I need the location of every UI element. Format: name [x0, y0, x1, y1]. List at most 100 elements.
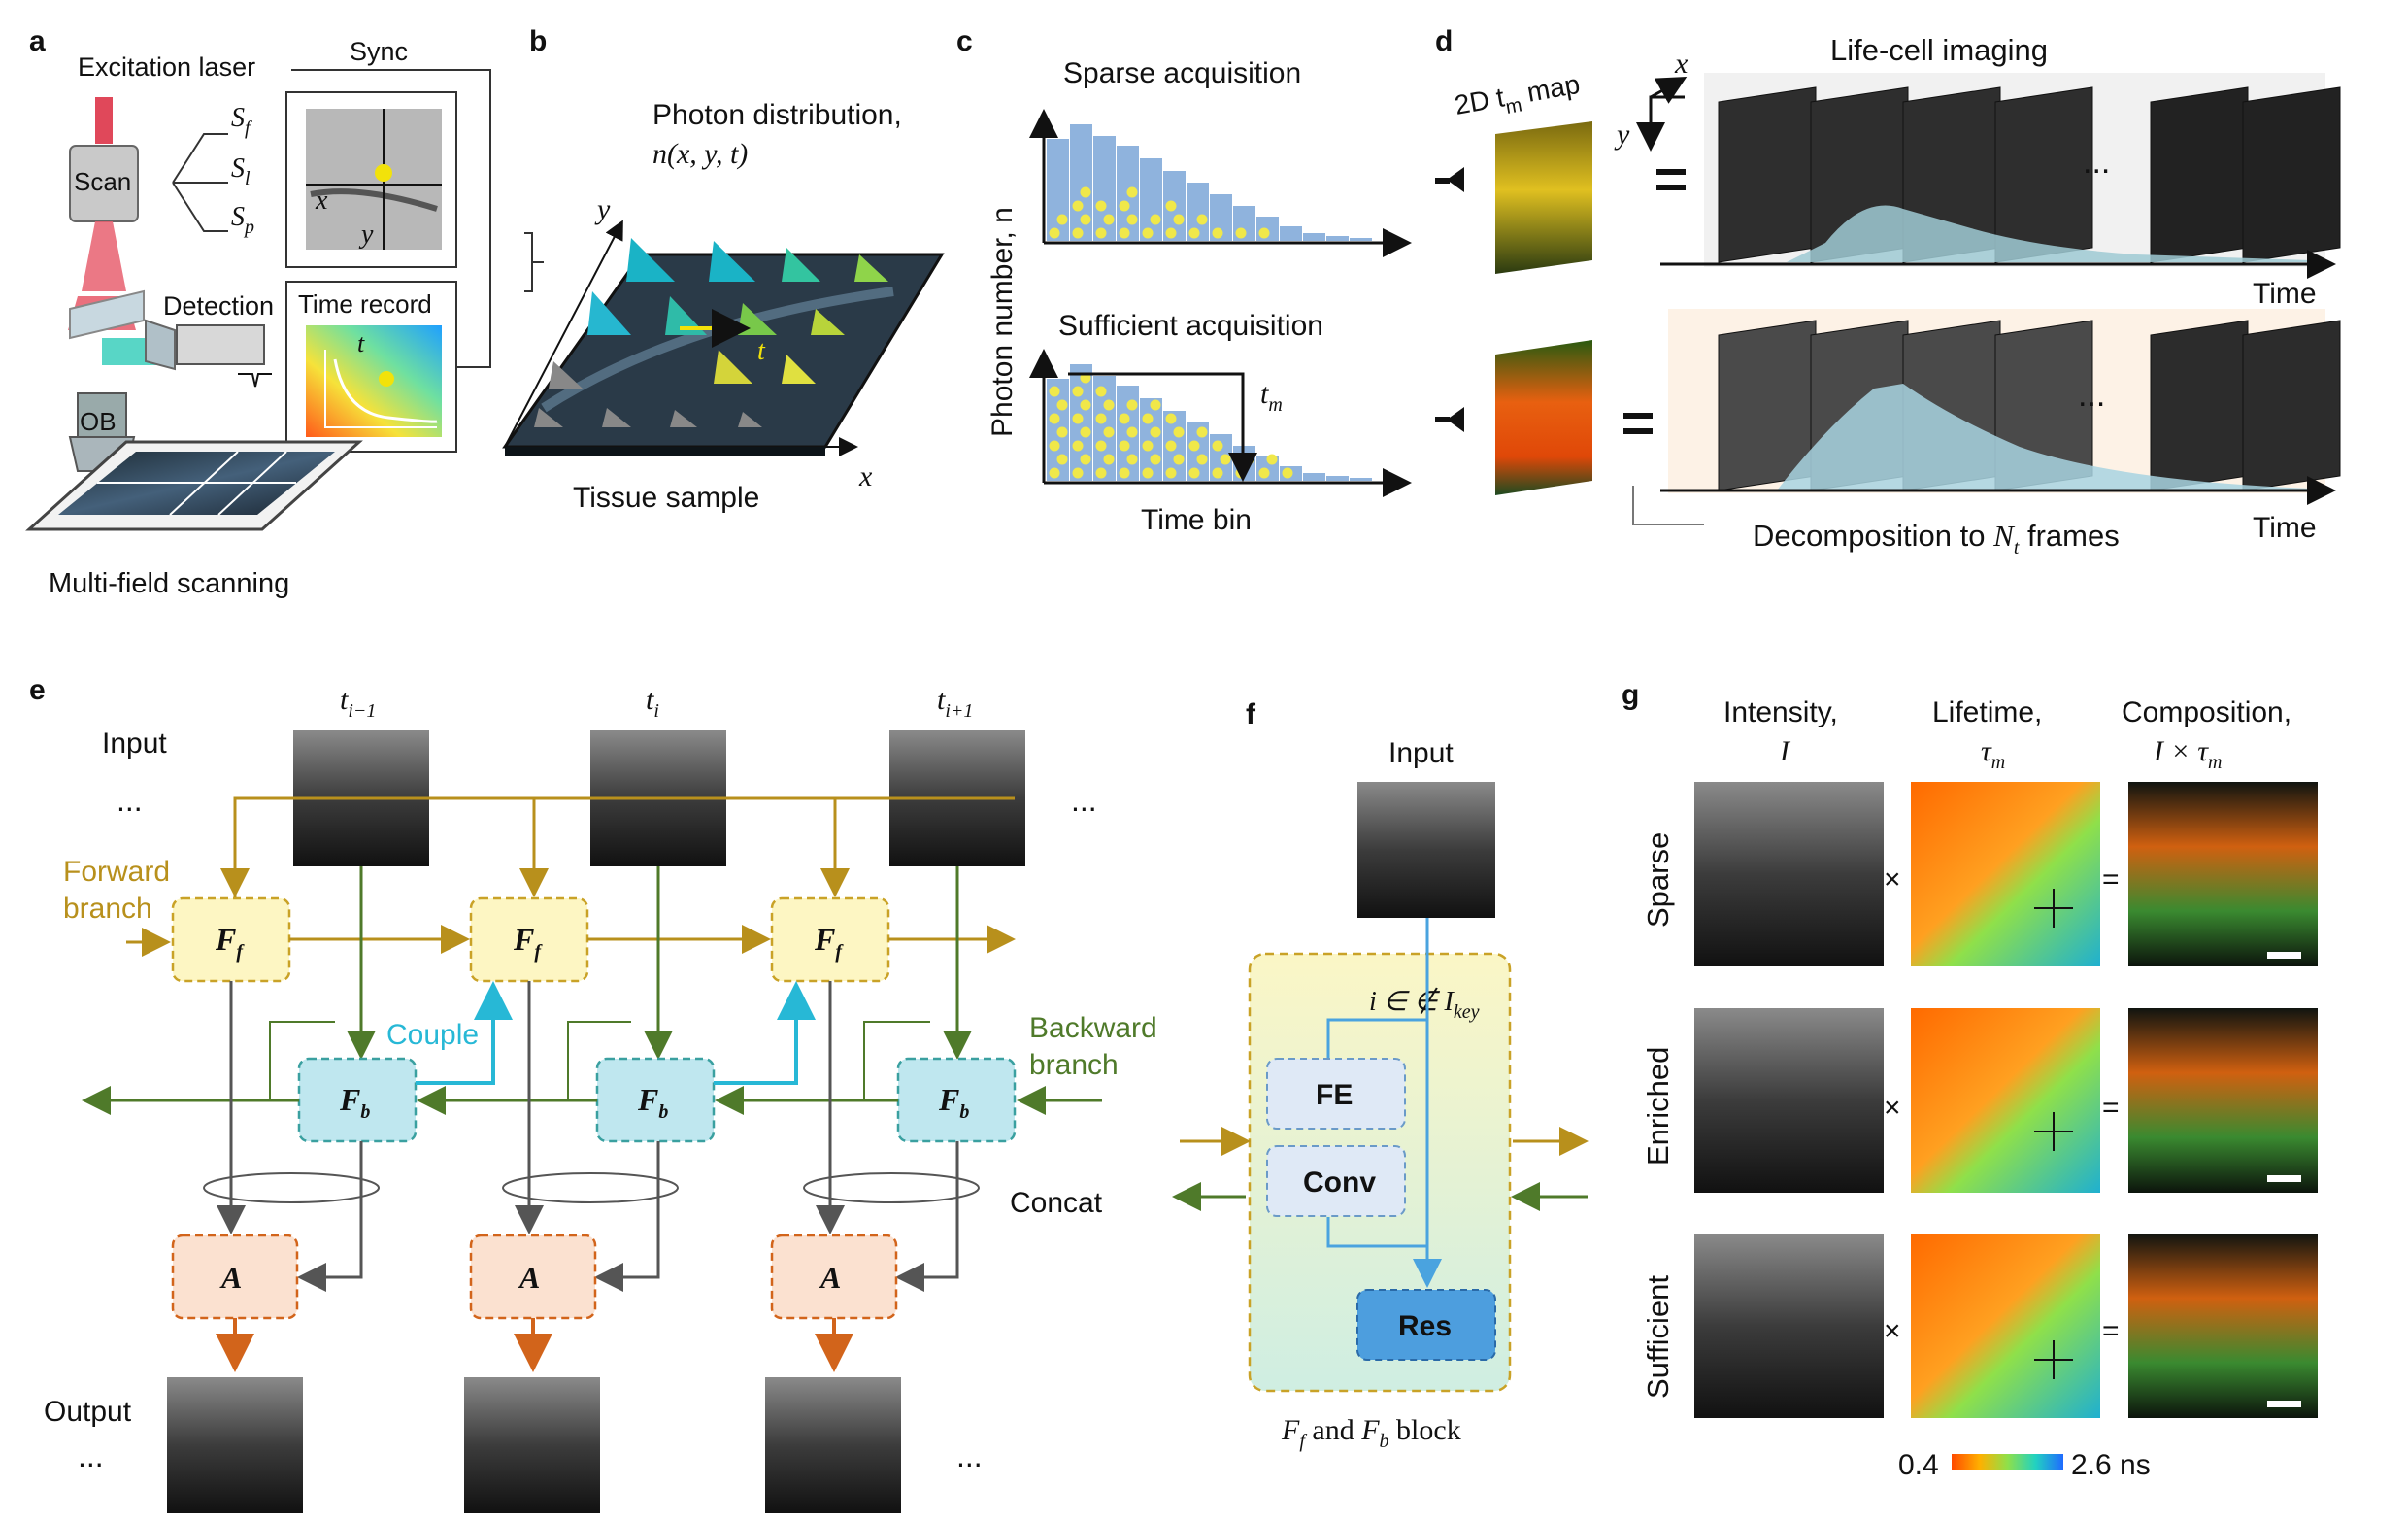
d-row1-arrow-tail: [1435, 178, 1450, 184]
scan-focus-dot: [375, 164, 392, 182]
a-block-2: [469, 1234, 597, 1320]
hist1-bar: [1093, 136, 1116, 241]
tm-map-label: 2D tm map: [1453, 69, 1584, 127]
sf-label: Sf: [231, 103, 252, 139]
laser-beam: [95, 97, 113, 144]
sparse-histogram: [1047, 124, 1372, 241]
panel-b: b Photon distribution, n(x, y, t) y x: [502, 25, 945, 514]
f-return-path: [1326, 1217, 1427, 1248]
photon-triangles: [534, 238, 888, 427]
panel-e: e Input ... ... ti−1 ti ti+1 Forward bra…: [29, 674, 1157, 1513]
g-colorbar: [1952, 1454, 2063, 1470]
e-input-ellipsis-right: ...: [1071, 783, 1097, 818]
frames2-frame: [2150, 320, 2249, 491]
sufficient-acquisition-title: Sufficient acquisition: [1058, 310, 1323, 342]
hist2-photon: [1049, 413, 1060, 424]
hist1-bar: [1256, 217, 1279, 241]
hist1-bar: [1140, 158, 1162, 241]
hist1-bar: [1070, 124, 1092, 241]
frames2-frame: [2242, 320, 2341, 491]
hist2-photon: [1235, 467, 1247, 479]
output-frame-1: [167, 1377, 303, 1513]
g-col2-title: Lifetime,: [1932, 696, 2042, 728]
concat-ellipse-2: [502, 1172, 679, 1203]
panel-f-letter: f: [1246, 698, 1256, 730]
hist2-photon: [1072, 386, 1084, 397]
hist2-photon: [1126, 426, 1138, 438]
hist2-photon: [1142, 467, 1154, 479]
hist2-photon: [1119, 413, 1130, 424]
scan-x-label: x: [315, 186, 328, 216]
panel-c-letter: c: [956, 25, 973, 57]
hist2-bar: [1326, 476, 1349, 481]
e-input-label: Input: [102, 727, 167, 760]
backward-skip-1: [269, 1021, 335, 1100]
conv-label: Conv: [1303, 1166, 1376, 1199]
fb-label-1: Fb: [339, 1082, 370, 1123]
hist1-photon: [1080, 214, 1091, 225]
tri-r1c1: [626, 238, 675, 282]
hist1-photon: [1173, 214, 1185, 225]
detection-label: Detection: [163, 291, 274, 321]
hist1-photon: [1142, 227, 1154, 239]
couple-arrow-2: [714, 981, 816, 1085]
hist2-photon: [1150, 399, 1161, 411]
f-caption: Ff and Fb block: [1281, 1414, 1461, 1452]
signal-line-sf: [172, 133, 228, 184]
g-composition-enriched: [2128, 1008, 2318, 1193]
d-y-label: y: [1614, 118, 1630, 151]
couple-arrow-1: [416, 981, 513, 1085]
sparse-acquisition-title: Sparse acquisition: [1063, 57, 1301, 89]
g-col1-title: Intensity,: [1723, 696, 1838, 728]
detector-pulse: [238, 373, 272, 388]
hist2-photon: [1196, 426, 1208, 438]
hist2-photon: [1095, 413, 1107, 424]
d-row2-arrow-tail: [1435, 417, 1450, 422]
backward-skip-2: [567, 1021, 631, 1100]
hist2-photon: [1173, 426, 1185, 438]
conv-block: [1266, 1145, 1406, 1217]
g-col1-symbol: I: [1779, 735, 1791, 767]
g-times-1: ×: [1884, 863, 1901, 896]
beam-cone: [82, 221, 126, 291]
decomposition-caption: Decomposition to Nt frames: [1753, 519, 2120, 558]
hist1-photon: [1258, 227, 1270, 239]
sufficient-histogram: [1047, 364, 1372, 481]
hist2-photon: [1080, 454, 1091, 465]
g-scalebar-3: [2267, 1401, 2301, 1407]
scan-image: [306, 109, 442, 250]
panel-a: a Excitation laser Sync Scan Sf Sl Sp x …: [25, 25, 491, 599]
time-record-decay: [333, 358, 438, 423]
g-scalebar-1: [2267, 952, 2301, 959]
hist2-photon: [1103, 454, 1115, 465]
forward-branch-label-2: branch: [63, 893, 152, 925]
ff-label-2: Ff: [513, 922, 543, 963]
res-block: [1356, 1289, 1496, 1361]
hist2-photon: [1072, 467, 1084, 479]
detector: [176, 324, 265, 365]
hist1-photon: [1119, 227, 1130, 239]
d-row1-time: Time: [2253, 278, 2317, 310]
d-row2-eq-bottom: [1623, 428, 1653, 434]
hist2-photon: [1056, 426, 1068, 438]
hist1-photon: [1188, 227, 1200, 239]
hist1-photon: [1165, 227, 1177, 239]
d-row2-time: Time: [2253, 512, 2317, 544]
objective-top: [77, 392, 127, 438]
f-input-label: Input: [1388, 737, 1454, 769]
tri-r2c4: [811, 309, 845, 335]
g-composition-sparse: [2128, 782, 2318, 966]
fb-label-2: Fb: [637, 1082, 668, 1123]
g-col3-title: Composition,: [2122, 696, 2291, 728]
time-record-t: t: [357, 329, 365, 357]
g-row-sparse: Sparse: [1641, 832, 1675, 928]
time-record-image: [306, 325, 442, 437]
c-xlabel: Time bin: [1141, 504, 1252, 536]
g-cross-3: [2034, 1340, 2073, 1379]
e-output-ellipsis: ...: [78, 1438, 104, 1473]
g-col3-symbol: I × τm: [2153, 735, 2222, 773]
panel-d: d 2D tm map Life-cell imaging ... Time x…: [1435, 25, 2341, 558]
photon-distribution-title: Photon distribution,: [652, 99, 902, 131]
hist1-photon: [1080, 186, 1091, 198]
panel-g: g Intensity, I Lifetime, τm Composition,…: [1622, 679, 2318, 1481]
